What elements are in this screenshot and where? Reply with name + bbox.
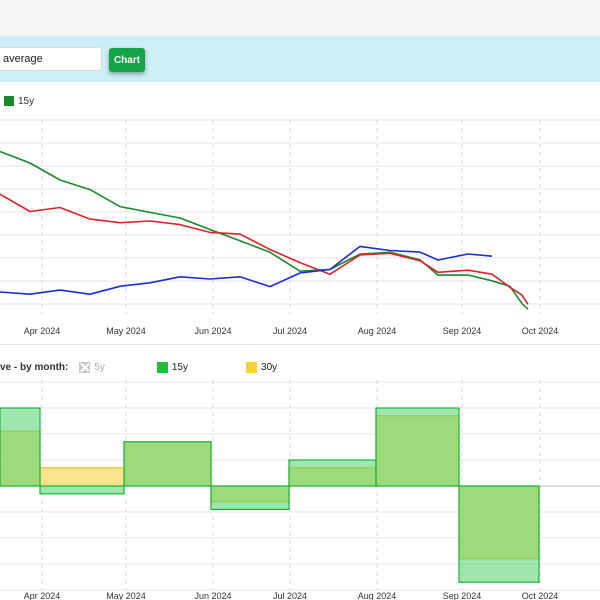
bar-segment (123, 441, 212, 487)
legend-top: 15y (4, 94, 34, 108)
legend-15y-toggle[interactable]: 15y (156, 361, 189, 373)
top-navigation-bar (0, 0, 600, 37)
average-input[interactable] (0, 47, 102, 71)
monthly-change-title: ve - by month: (0, 361, 69, 373)
x-tick-label: Aug 2024 (358, 326, 397, 336)
unchecked-checkbox-icon[interactable] (79, 361, 91, 373)
x-tick-label: Apr 2024 (24, 326, 61, 336)
x-tick-label: Aug 2024 (358, 591, 397, 600)
checked-checkbox-icon[interactable] (246, 361, 258, 373)
legend-15y-swatch[interactable] (4, 96, 14, 106)
checked-checkbox-icon[interactable] (156, 361, 168, 373)
series-line (0, 245, 493, 295)
section-divider (0, 344, 600, 345)
chart-button[interactable]: Chart (109, 48, 145, 72)
x-tick-label: Sep 2024 (443, 591, 482, 600)
chart-controls-bar (0, 36, 600, 82)
bar-segment (288, 459, 377, 487)
x-tick-label: Oct 2024 (522, 591, 559, 600)
bar-segment (210, 485, 290, 510)
x-tick-label: Jul 2024 (273, 326, 307, 336)
x-tick-label: Oct 2024 (522, 326, 559, 336)
legend-5y-label: 5y (94, 361, 105, 373)
monthly-change-chart: Apr 2024 May 2024 Jun 2024 Jul 2024 Aug 2024… (0, 380, 600, 600)
legend-bottom: ve - by month: 5y 15y 30y (0, 360, 299, 374)
x-tick-label: May 2024 (106, 591, 146, 600)
bar-segment (39, 485, 125, 495)
x-tick-label: Jun 2024 (194, 591, 231, 600)
bar-segment (39, 467, 125, 487)
bar-segment (375, 407, 460, 487)
series-line (0, 150, 529, 310)
series-line (0, 193, 529, 305)
x-tick-label: Apr 2024 (24, 591, 61, 600)
x-tick-label: May 2024 (106, 326, 146, 336)
legend-5y-toggle[interactable]: 5y (79, 361, 105, 373)
x-tick-label: Sep 2024 (443, 326, 482, 336)
bar-segment (458, 485, 540, 583)
legend-30y-toggle[interactable]: 30y (246, 361, 278, 373)
legend-15y-bottom-label: 15y (171, 361, 189, 373)
rates-line-chart: Apr 2024 May 2024 Jun 2024 Jul 2024 Aug 2024… (0, 119, 600, 336)
legend-15y-label[interactable]: 15y (18, 95, 35, 107)
x-tick-label: Jun 2024 (194, 326, 231, 336)
bar-segment (0, 407, 41, 487)
x-tick-label: Jul 2024 (273, 591, 307, 600)
legend-30y-label: 30y (261, 361, 278, 373)
